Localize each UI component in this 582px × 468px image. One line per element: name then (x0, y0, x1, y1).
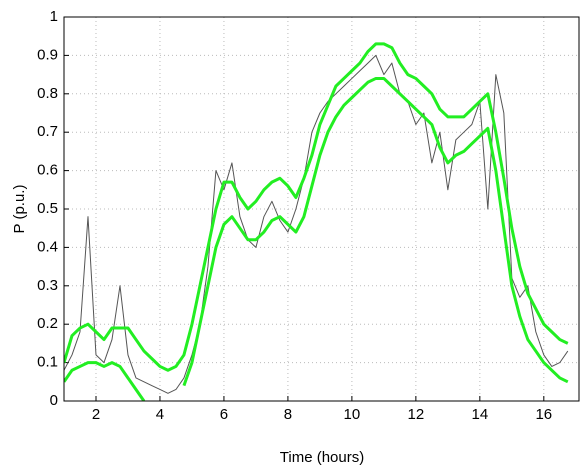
x-tick-label: 10 (344, 406, 361, 423)
y-tick-label: 0.3 (37, 277, 58, 294)
y-tick-label: 0.6 (37, 162, 58, 179)
x-tick-label: 12 (408, 406, 425, 423)
y-tick-label: 0.9 (37, 46, 58, 63)
y-tick-label: 0.1 (37, 354, 58, 371)
x-tick-label: 16 (535, 406, 552, 423)
measured-line (64, 54, 569, 394)
y-axis-label: P (p.u.) (11, 185, 28, 234)
bound-line (64, 42, 569, 372)
y-tick-label: 0.5 (37, 200, 58, 217)
y-tick-label: 0.7 (37, 123, 58, 140)
y-tick-label: 0 (50, 392, 58, 409)
bound-line (64, 76, 569, 401)
y-tick-label: 1 (50, 8, 58, 25)
x-tick-label: 8 (284, 406, 292, 423)
y-tick-label: 0.8 (37, 85, 58, 102)
x-axis-label: Time (hours) (280, 449, 364, 466)
x-tick-label: 2 (92, 406, 100, 423)
y-tick-label: 0.4 (37, 238, 58, 255)
plot-frame (63, 16, 580, 402)
x-tick-label: 6 (220, 406, 228, 423)
x-tick-label: 14 (471, 406, 488, 423)
x-tick-label: 4 (156, 406, 164, 423)
y-tick-label: 0.2 (37, 315, 58, 332)
